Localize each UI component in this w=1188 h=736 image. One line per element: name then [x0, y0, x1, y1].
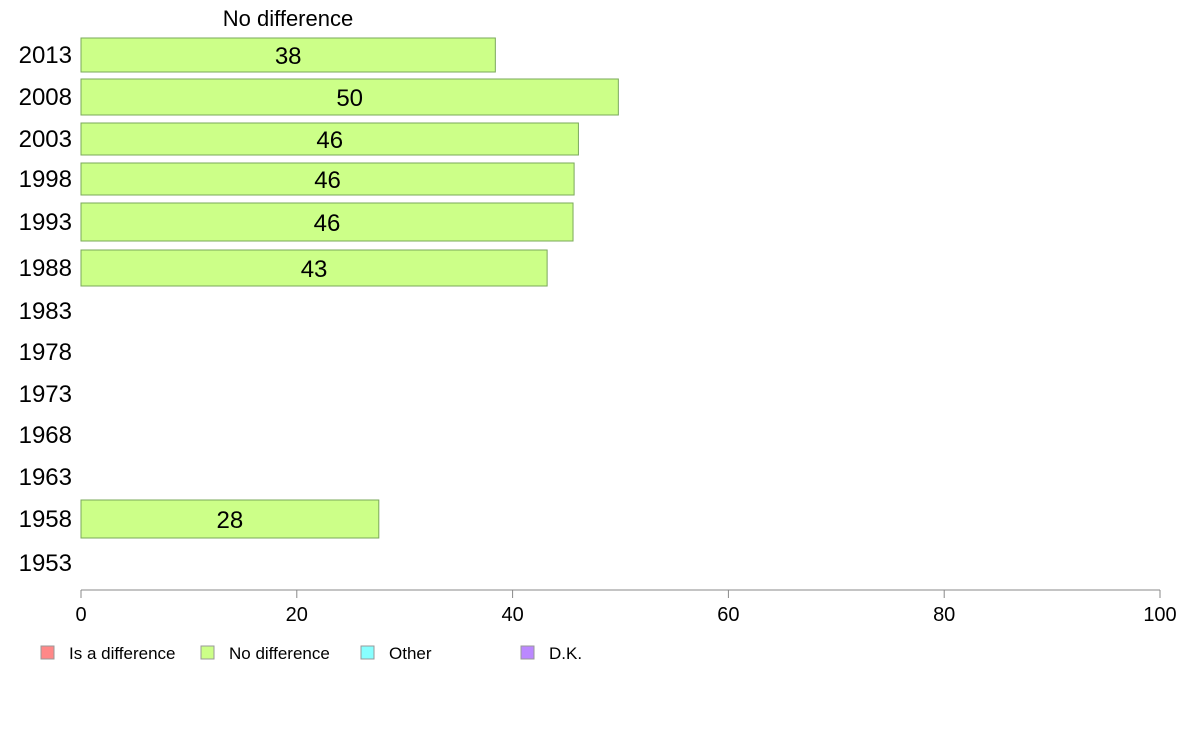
legend-swatch-d-k — [520, 645, 535, 660]
legend-label-is-a-difference: Is a difference — [69, 644, 175, 663]
value-label-1988: 43 — [301, 256, 328, 283]
value-label-2008: 50 — [336, 85, 363, 112]
value-label-2003: 46 — [316, 127, 343, 154]
x-axis: 0 20 40 60 80 100 — [75, 589, 1177, 626]
year-label-1993: 1993 — [19, 209, 72, 236]
series-title: No difference — [223, 6, 353, 31]
legend-label-no-difference: No difference — [229, 644, 330, 663]
value-label-1993: 46 — [314, 210, 341, 237]
legend: Is a difference No difference Other D.K. — [40, 644, 582, 663]
bar-1993 — [80, 202, 574, 242]
x-tick-label-80: 80 — [933, 604, 955, 626]
year-label-1978: 1978 — [19, 339, 72, 366]
year-label-2008: 2008 — [19, 84, 72, 111]
x-tick-label-20: 20 — [286, 604, 308, 626]
value-label-1958: 28 — [217, 507, 244, 534]
year-label-1998: 1998 — [19, 166, 72, 193]
year-label-1963: 1963 — [19, 464, 72, 491]
bars-layer: 38 50 46 46 46 43 28 — [80, 37, 619, 539]
year-label-1973: 1973 — [19, 381, 72, 408]
bar-2013 — [80, 37, 496, 73]
year-label-1968: 1968 — [19, 422, 72, 449]
year-label-2013: 2013 — [19, 42, 72, 69]
year-label-1983: 1983 — [19, 298, 72, 325]
bar-1958 — [80, 499, 380, 539]
x-tick-label-100: 100 — [1143, 604, 1176, 626]
legend-label-other: Other — [389, 644, 432, 663]
value-label-1998: 46 — [314, 167, 341, 194]
year-labels: 2013 2008 2003 1998 1993 1988 1983 1978 1973 1968… — [19, 42, 72, 577]
year-label-2003: 2003 — [19, 126, 72, 153]
bar-1998 — [80, 162, 575, 196]
bar-1988 — [80, 249, 548, 287]
x-tick-label-40: 40 — [501, 604, 523, 626]
legend-swatch-is-a-difference — [40, 645, 55, 660]
legend-label-d-k: D.K. — [549, 644, 582, 663]
year-label-1988: 1988 — [19, 255, 72, 282]
x-tick-label-60: 60 — [717, 604, 739, 626]
bar-2003 — [80, 122, 579, 156]
x-tick-label-0: 0 — [75, 604, 86, 626]
year-label-1953: 1953 — [19, 550, 72, 577]
legend-swatch-other — [360, 645, 375, 660]
legend-swatch-no-difference — [200, 645, 215, 660]
bar-2008 — [80, 78, 619, 116]
value-label-2013: 38 — [275, 43, 302, 70]
year-label-1958: 1958 — [19, 506, 72, 533]
